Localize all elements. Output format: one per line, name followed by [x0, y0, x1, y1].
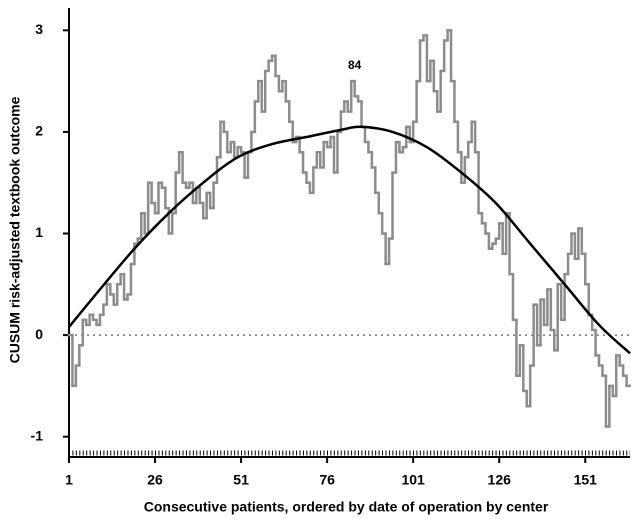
- x-axis-label: Consecutive patients, ordered by date of…: [144, 499, 549, 515]
- x-tick-label: 76: [319, 472, 335, 488]
- x-tick-label: 151: [574, 472, 598, 488]
- x-tick-label: 126: [488, 472, 512, 488]
- x-tick-label: 51: [233, 472, 249, 488]
- y-tick-label: 3: [35, 21, 43, 37]
- y-tick-label: 1: [35, 224, 43, 240]
- y-tick-label: 0: [35, 326, 43, 342]
- x-tick-label: 26: [147, 472, 163, 488]
- y-tick-label: -1: [31, 427, 44, 443]
- y-tick-label: 2: [35, 123, 43, 139]
- trend-line: [68, 125, 631, 355]
- x-tick-label: 1: [65, 472, 73, 488]
- annotation: 84: [348, 58, 362, 72]
- x-tick-label: 101: [401, 472, 425, 488]
- y-axis-label: CUSUM risk-adjusted textbook outcome: [7, 96, 23, 363]
